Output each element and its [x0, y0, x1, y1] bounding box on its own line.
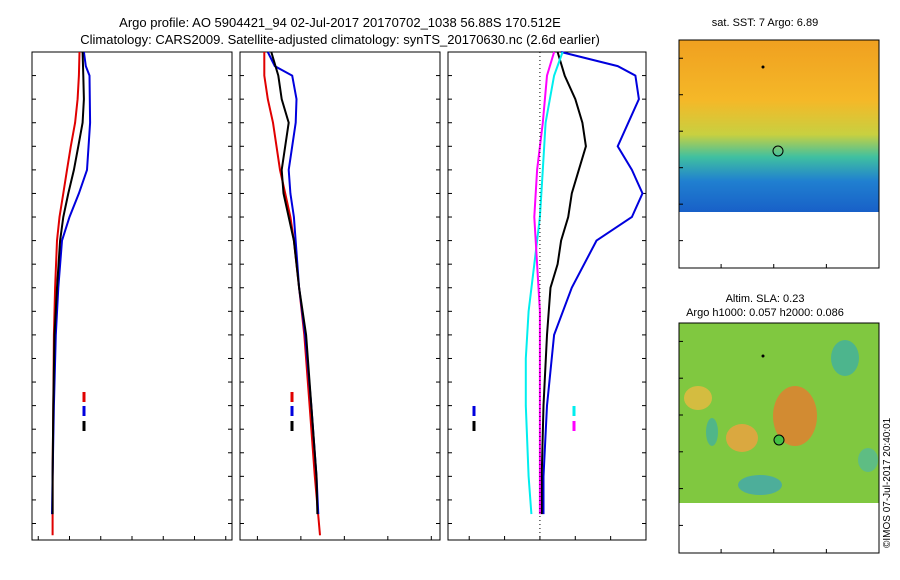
sst-heatmap-cells	[679, 40, 879, 268]
sla-map-title: Altim. SLA: 0.23	[726, 293, 805, 305]
series-line-t-argo-adj-	[540, 51, 587, 515]
sla-secondary-marker	[761, 354, 765, 358]
series-line-t-satellite	[542, 51, 644, 515]
sla-low-anomaly	[858, 448, 878, 472]
sla-map-axes	[679, 340, 827, 553]
plot-frame	[447, 51, 647, 541]
sla-no-data-area	[679, 503, 879, 553]
sst-no-data-area	[679, 212, 879, 268]
sla-high-anomaly	[684, 386, 712, 410]
temperature-panel	[31, 51, 233, 541]
sst-secondary-marker	[761, 65, 765, 69]
sla-low-anomaly	[706, 418, 718, 446]
difference-panel	[447, 51, 647, 541]
sst-map: sat. SST: 7 Argo: 6.89	[678, 17, 880, 269]
sla-low-anomaly	[831, 340, 859, 376]
series-line-s-argo-adj-	[533, 51, 556, 515]
sla-map-subtitle: Argo h1000: 0.057 h2000: 0.086	[686, 307, 844, 319]
plot-frame	[239, 51, 441, 541]
header-line1: Argo profile: AO 5904421_94 02-Jul-2017 …	[119, 15, 561, 30]
sst-map-frame	[678, 39, 880, 269]
sst-map-title: sat. SST: 7 Argo: 6.89	[712, 17, 818, 29]
sla-low-anomaly	[738, 475, 782, 495]
sla-map-frame	[678, 322, 880, 554]
sst-heatmap-field	[679, 40, 879, 212]
sla-map: Altim. SLA: 0.23 Argo h1000: 0.057 h2000…	[678, 293, 893, 554]
sla-high-anomaly	[726, 424, 758, 452]
sla-argo-marker	[773, 434, 785, 446]
plot-frame	[31, 51, 233, 541]
watermark: ©IMOS 07-Jul-2017 20:40:01	[882, 417, 893, 548]
series-line-argo-raw-qc-	[270, 51, 319, 515]
sla-high-anomaly	[773, 386, 817, 446]
series-line-satellite-adj-clim-	[266, 51, 320, 515]
series-line-climatology	[263, 52, 321, 536]
sla-heatmap-cells	[679, 323, 879, 553]
sst-argo-marker	[772, 145, 784, 157]
sst-map-axes	[679, 57, 827, 268]
series-line-argo-raw-qc-	[51, 51, 85, 515]
salinity-panel	[239, 51, 441, 541]
header-line2: Climatology: CARS2009. Satellite-adjuste…	[80, 32, 600, 47]
series-line-s-satellite	[524, 51, 564, 515]
